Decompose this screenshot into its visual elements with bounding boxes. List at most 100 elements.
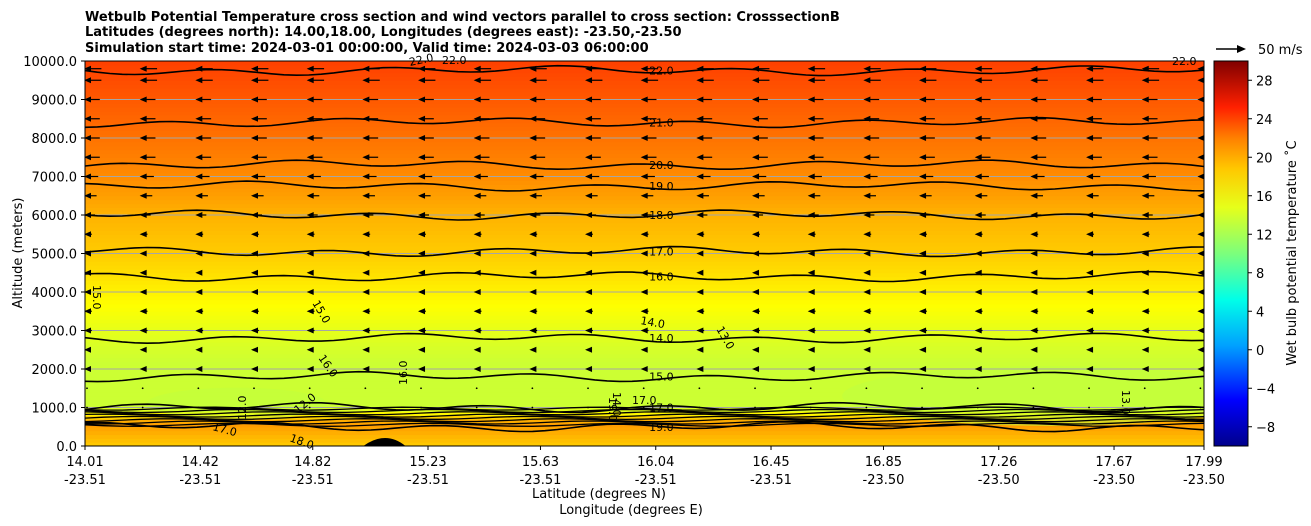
wind-arrow-head xyxy=(919,154,927,161)
wind-arrow-head xyxy=(1086,65,1094,72)
wind-arrow-head xyxy=(529,269,537,276)
wind-arrow-head xyxy=(139,115,147,122)
wind-arrow-head xyxy=(139,346,147,353)
wind-arrow-head xyxy=(473,250,481,257)
wind-arrow-head xyxy=(362,346,370,353)
temperature-band xyxy=(85,87,1204,93)
y-tick-label: 6000.0 xyxy=(32,209,78,224)
chart-title-line-3: Simulation start time: 2024-03-01 00:00:… xyxy=(85,41,649,56)
inline-contour-labels: 22.0 22.0 22.0 15.0 15.0 16.0 16.0 12.0 … xyxy=(90,51,1197,452)
wind-arrow-head xyxy=(306,115,314,122)
wind-arrow-head xyxy=(85,96,91,103)
y-tick-label: 10000.0 xyxy=(23,55,77,70)
wind-arrow-head xyxy=(585,308,593,315)
contour-line xyxy=(85,370,1204,383)
wind-arrow-head xyxy=(863,65,871,72)
wind-arrow xyxy=(364,406,367,409)
wind-arrow-head xyxy=(1086,366,1094,372)
inline-label-13-vert: 13.0 xyxy=(1119,390,1132,415)
wind-arrow-head xyxy=(306,135,314,141)
wind-arrow-head xyxy=(807,96,815,103)
contour-line xyxy=(85,180,1204,192)
x-tick-label-lon: -23.50 xyxy=(1093,473,1135,488)
temperature-band xyxy=(85,103,1204,108)
chart-title-line-2: Latitudes (degrees north): 14.00,18.00, … xyxy=(85,25,682,40)
wind-arrow-head xyxy=(362,135,370,141)
temperature-band xyxy=(85,384,1204,389)
wind-arrow-head xyxy=(1197,154,1204,161)
wind-arrow-head xyxy=(863,250,871,257)
x-tick-label-lat: 17.99 xyxy=(1185,455,1222,470)
wind-arrow-head xyxy=(139,327,147,334)
temperature-band xyxy=(85,369,1204,374)
contour-line xyxy=(85,406,1204,411)
temperature-band xyxy=(85,315,1204,320)
wind-arrow-head xyxy=(640,173,648,180)
temperature-band xyxy=(85,199,1204,205)
wind-arrow-head xyxy=(640,65,648,72)
temperature-band xyxy=(85,99,1204,104)
wind-arrow-head xyxy=(752,65,760,72)
wind-arrow-head xyxy=(362,308,370,315)
wind-arrow-head xyxy=(195,327,203,334)
y-axis-label: Altitude (meters) xyxy=(11,198,26,309)
temperature-band xyxy=(85,257,1204,262)
inline-label-17-mid: 17.0 xyxy=(632,394,657,407)
temperature-band xyxy=(85,91,1204,97)
temperature-band xyxy=(85,276,1204,282)
wind-arrow-head xyxy=(752,96,760,103)
wind-arrow-head xyxy=(863,346,871,353)
y-tick-label: 4000.0 xyxy=(32,286,78,301)
temperature-band xyxy=(85,330,1204,335)
inline-label-12-a: 12.0 xyxy=(236,396,249,421)
wind-arrow-head xyxy=(863,115,871,122)
wind-arrow-head xyxy=(585,250,593,257)
wind-arrow-head xyxy=(473,65,481,72)
wind-arrow-head xyxy=(418,65,426,72)
wind-arrow-head xyxy=(752,269,760,276)
inline-label-17-low: 17.0 xyxy=(211,420,238,439)
temperature-band xyxy=(85,226,1204,231)
temperature-band xyxy=(85,164,1204,170)
wind-arrow-head xyxy=(807,308,815,315)
wind-arrow-head xyxy=(139,173,147,180)
wind-arrow-head xyxy=(473,346,481,353)
wind-arrow-head xyxy=(362,65,370,72)
wind-arrow-head xyxy=(974,65,982,72)
wind-arrow-head xyxy=(696,308,704,315)
wind-arrow-head xyxy=(640,135,648,141)
wind-arrow-head xyxy=(251,327,259,334)
contour-line xyxy=(85,422,1204,427)
wind-arrow-head xyxy=(85,173,91,180)
wind-arrow-head xyxy=(1086,96,1094,103)
contour-line xyxy=(85,420,1204,433)
wind-arrow-head xyxy=(807,212,815,218)
contour-label: 19.0 xyxy=(649,180,674,193)
colorbar-tick-label: 0 xyxy=(1256,344,1264,359)
wind-arrow-head xyxy=(306,366,314,372)
wind-arrow-head xyxy=(418,250,426,257)
wind-arrow-head xyxy=(195,192,203,199)
wind-arrow-head xyxy=(752,115,760,122)
wind-arrow-head xyxy=(362,77,370,84)
contour-line xyxy=(85,332,1204,345)
wind-arrow xyxy=(197,406,200,409)
wind-arrow-head xyxy=(195,154,203,161)
wind-arrow-head xyxy=(418,366,426,372)
wind-arrow-head xyxy=(1197,346,1204,353)
wind-arrow-head xyxy=(696,115,704,122)
wind-arrow-head xyxy=(529,115,537,122)
wind-arrow-head xyxy=(752,173,760,180)
wind-arrow-head xyxy=(85,327,91,334)
wind-arrow-head xyxy=(1197,212,1204,218)
wind-arrow-head xyxy=(251,192,259,199)
wind-arrow-head xyxy=(529,96,537,103)
wind-arrow-head xyxy=(1030,346,1038,353)
wind-arrow-head xyxy=(752,327,760,334)
wind-arrow-head xyxy=(1141,269,1149,276)
wind-arrow-head xyxy=(1086,192,1094,199)
wind-arrow-head xyxy=(251,289,259,295)
wind-arrow-head xyxy=(139,65,147,72)
wind-arrow-head xyxy=(863,289,871,295)
wind-arrow-head xyxy=(362,115,370,122)
